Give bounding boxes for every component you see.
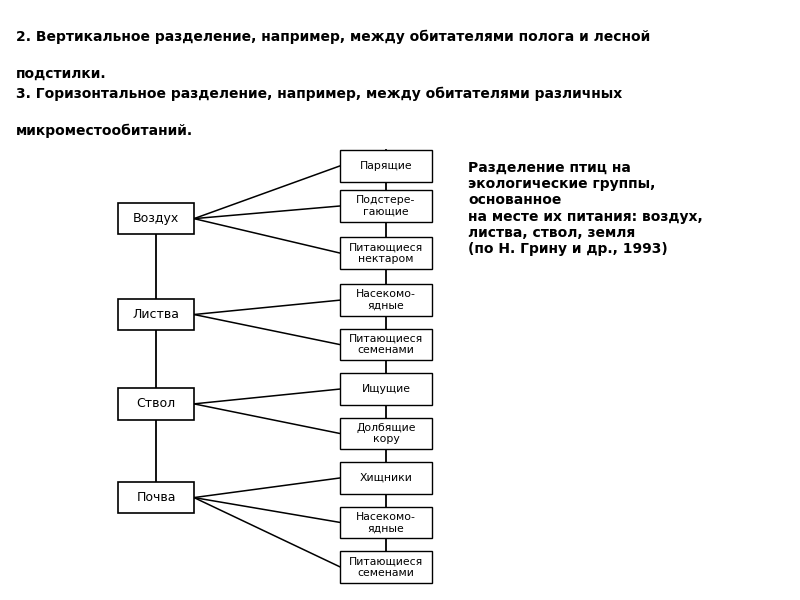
Bar	[340, 462, 432, 494]
Text: Питающиеся
нектаром: Питающиеся нектаром	[349, 242, 423, 264]
Bar	[118, 482, 194, 513]
Text: Питающиеся
семенами: Питающиеся семенами	[349, 334, 423, 355]
Text: Хищники: Хищники	[359, 473, 413, 483]
Bar	[118, 203, 194, 235]
Bar	[340, 238, 432, 269]
Text: Ищущие: Ищущие	[362, 384, 410, 394]
Text: Насекомо-
ядные: Насекомо- ядные	[356, 512, 416, 533]
Bar	[118, 299, 194, 330]
Bar	[340, 284, 432, 316]
Text: Долбящие
кору: Долбящие кору	[356, 422, 416, 445]
Bar	[340, 373, 432, 405]
Bar	[340, 190, 432, 221]
Text: Питающиеся
семенами: Питающиеся семенами	[349, 556, 423, 578]
Bar	[340, 418, 432, 449]
Text: Почва: Почва	[136, 491, 176, 504]
Text: Разделение птиц на
экологические группы,
основанное
на месте их питания: воздух,: Разделение птиц на экологические группы,…	[468, 161, 702, 256]
Text: Воздух: Воздух	[133, 212, 179, 225]
Bar	[340, 507, 432, 538]
Text: Ствол: Ствол	[137, 397, 175, 410]
Bar	[340, 150, 432, 182]
Text: Листва: Листва	[133, 308, 179, 321]
Text: 3. Горизонтальное разделение, например, между обитателями различных: 3. Горизонтальное разделение, например, …	[16, 87, 622, 101]
Text: Подстере-
гающие: Подстере- гающие	[356, 195, 416, 217]
Bar	[118, 388, 194, 419]
Text: 2. Вертикальное разделение, например, между обитателями полога и лесной: 2. Вертикальное разделение, например, ме…	[16, 30, 650, 44]
Text: Парящие: Парящие	[360, 161, 412, 171]
Text: подстилки.: подстилки.	[16, 67, 106, 80]
Text: Насекомо-
ядные: Насекомо- ядные	[356, 289, 416, 311]
Bar	[340, 551, 432, 583]
Text: микроместообитаний.: микроместообитаний.	[16, 124, 193, 138]
Bar	[340, 329, 432, 360]
